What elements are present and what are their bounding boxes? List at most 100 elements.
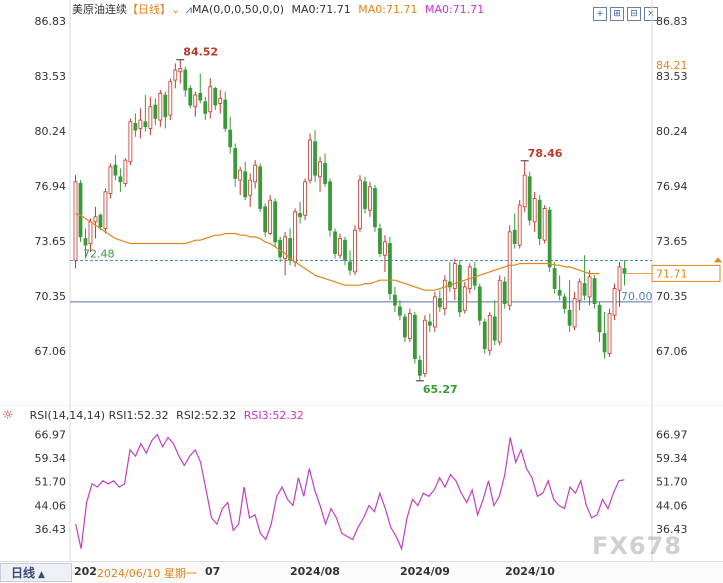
crosshair-icon[interactable]: + bbox=[593, 7, 607, 21]
candle bbox=[477, 283, 482, 326]
y-tick-left: 80.24 bbox=[35, 125, 67, 138]
y-tick-right: 73.65 bbox=[656, 235, 688, 248]
y-tick-right: 86.83 bbox=[656, 15, 688, 28]
rsi3-line bbox=[75, 433, 625, 551]
watermark: FX678 bbox=[592, 532, 682, 560]
candle bbox=[248, 173, 253, 207]
candle bbox=[542, 205, 547, 244]
x-tick-sep: 2024/09 bbox=[400, 565, 450, 578]
candle bbox=[148, 96, 153, 136]
annotation-high: 84.52 bbox=[183, 46, 218, 59]
candle bbox=[153, 98, 158, 126]
current-price-tag: 71.71 bbox=[627, 257, 722, 282]
candle bbox=[343, 236, 347, 266]
sun-settings-icon[interactable]: ☼ bbox=[2, 408, 14, 423]
candle bbox=[253, 160, 258, 189]
candle bbox=[198, 73, 203, 104]
candle bbox=[103, 188, 108, 234]
close-icon[interactable]: × bbox=[644, 7, 658, 21]
candle bbox=[393, 286, 397, 312]
candle bbox=[403, 313, 407, 342]
y-tick-right: 83.53 bbox=[656, 70, 688, 83]
candle bbox=[218, 90, 223, 114]
chart-header: 美原油连续【日线】⌄ ⩘MA(0,0,0,50,0,0) MA0:71.71 M… bbox=[72, 1, 484, 17]
rsi1-value: RSI1:52.32 bbox=[108, 409, 169, 422]
rsi2-value: RSI2:52.32 bbox=[176, 409, 237, 422]
candle bbox=[422, 315, 427, 377]
candle bbox=[537, 195, 542, 246]
reference-lines: 72.48 70.00 bbox=[70, 248, 653, 303]
candle bbox=[507, 225, 512, 311]
rsi-tick-right: 51.70 bbox=[656, 476, 688, 489]
candle bbox=[128, 118, 133, 166]
hover-date: 2024/06/10 星期一 bbox=[97, 567, 197, 580]
candle bbox=[592, 275, 597, 309]
y-axis-left: 86.83 83.53 80.24 76.94 73.65 70.35 67.06 bbox=[35, 15, 67, 358]
y-tick-left: 70.35 bbox=[35, 290, 67, 303]
candle bbox=[233, 143, 238, 187]
candle bbox=[587, 270, 592, 306]
candle bbox=[398, 300, 402, 321]
x-tick-partial-start: 202 bbox=[74, 565, 97, 578]
rsi-tick-right: 66.97 bbox=[656, 429, 688, 442]
candle bbox=[223, 91, 228, 132]
candle bbox=[228, 116, 233, 154]
triangle-up-icon: ▲ bbox=[38, 570, 45, 580]
ma-params[interactable]: MA(0,0,0,50,0,0) bbox=[191, 3, 285, 16]
fit-icon[interactable]: ⊞ bbox=[610, 7, 624, 21]
candle bbox=[308, 133, 312, 184]
candle bbox=[622, 260, 627, 286]
candle bbox=[432, 291, 437, 332]
candle bbox=[447, 261, 452, 292]
ma-value-1: MA0:71.71 bbox=[291, 3, 351, 16]
candle bbox=[497, 275, 502, 346]
y-tick-left: 76.94 bbox=[35, 180, 67, 193]
rsi-chart[interactable]: 66.97 66.97 59.34 59.34 51.70 51.70 44.06 44.06… bbox=[0, 405, 723, 561]
candle bbox=[412, 311, 417, 364]
period-button[interactable]: 日线 ▲ bbox=[0, 563, 72, 582]
candle bbox=[388, 236, 392, 301]
candle bbox=[123, 158, 128, 187]
candle bbox=[492, 300, 497, 346]
indicator-icon[interactable]: ⩘ bbox=[185, 3, 192, 16]
candle bbox=[442, 275, 447, 316]
y-tick-right: 67.06 bbox=[656, 345, 688, 358]
period-button-label: 日线 bbox=[11, 566, 36, 580]
candle bbox=[193, 91, 198, 117]
annotation-low: 65.27 bbox=[423, 383, 458, 396]
candle bbox=[328, 178, 332, 237]
candle bbox=[512, 213, 517, 249]
rsi-label[interactable]: RSI(14,14,14) bbox=[29, 409, 106, 422]
price-chart[interactable]: 86.83 83.53 80.24 76.94 73.65 70.35 67.06 86.8… bbox=[0, 0, 723, 405]
y-tick-right: 70.35 bbox=[656, 290, 688, 303]
candle bbox=[338, 233, 342, 259]
rsi-tick-right: 59.34 bbox=[656, 452, 688, 465]
candle bbox=[298, 201, 302, 224]
candle bbox=[333, 228, 337, 259]
candle bbox=[293, 208, 297, 267]
candle bbox=[368, 181, 372, 217]
candle bbox=[98, 213, 103, 231]
right-label-prior: 84.21 bbox=[656, 59, 688, 72]
instrument-name[interactable]: 美原油连续 bbox=[72, 3, 127, 16]
candle bbox=[417, 355, 422, 381]
candle bbox=[213, 86, 218, 111]
period-label[interactable]: 【日线】 bbox=[127, 3, 171, 16]
candle bbox=[373, 185, 377, 232]
rsi-tick-right: 44.06 bbox=[656, 499, 688, 512]
candle bbox=[258, 163, 263, 212]
candle bbox=[457, 260, 462, 317]
candle bbox=[557, 275, 562, 301]
chevron-down-icon[interactable]: ⌄ bbox=[171, 3, 181, 16]
candle bbox=[532, 191, 537, 232]
bottom-bar bbox=[0, 561, 723, 583]
compare-icon[interactable]: ⊟ bbox=[627, 7, 641, 21]
candle bbox=[567, 280, 572, 332]
candle bbox=[582, 255, 587, 301]
ma-value-2: MA0:71.71 bbox=[358, 3, 418, 16]
rsi-tick-right: 36.43 bbox=[656, 523, 688, 536]
y-tick-right: 80.24 bbox=[656, 125, 688, 138]
y-tick-right: 76.94 bbox=[656, 180, 688, 193]
candle bbox=[118, 168, 123, 192]
rsi-tick-left: 44.06 bbox=[35, 499, 67, 512]
